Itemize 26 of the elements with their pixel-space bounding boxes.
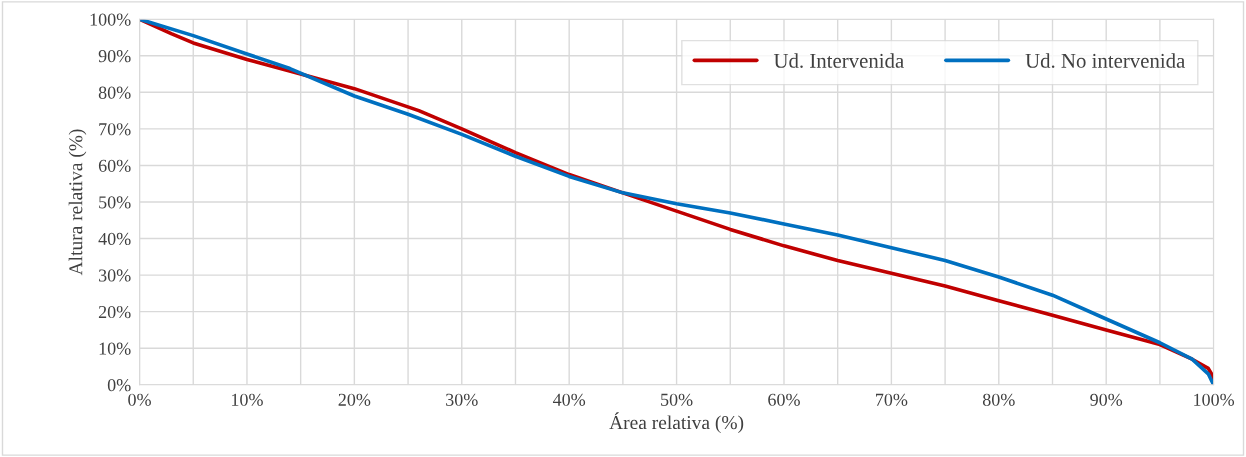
y-tick-label: 40% (98, 232, 131, 246)
y-tick-label: 80% (98, 86, 131, 99)
x-axis-title: Área relativa (%) (609, 412, 744, 434)
y-tick-label: 10% (99, 342, 131, 355)
x-tick-label: 90% (1090, 393, 1123, 406)
x-tick-label: 0% (128, 393, 151, 406)
y-tick-label: 20% (98, 305, 131, 319)
y-tick-label: 60% (98, 159, 131, 172)
x-tick-label: 60% (768, 393, 800, 406)
y-tick-label: 0% (107, 379, 131, 392)
x-tick-label: 10% (232, 393, 263, 406)
legend-label: Ud. Intervenida (773, 53, 904, 68)
x-tick-label: 80% (982, 393, 1015, 406)
y-tick-label: 50% (99, 196, 131, 209)
y-tick-label: 70% (99, 123, 131, 136)
legend-label: Ud. No intervenida (1025, 53, 1186, 68)
x-tick-label: 50% (661, 393, 693, 406)
y-tick-label: 100% (90, 13, 131, 26)
y-axis-title: Altura relativa (%) (68, 129, 87, 276)
x-tick-label: 30% (446, 393, 478, 406)
y-tick-label: 90% (98, 50, 131, 63)
y-tick-label: 30% (98, 269, 131, 282)
x-tick-label: 20% (338, 393, 371, 406)
x-tick-label: 40% (552, 393, 586, 406)
x-tick-label: 70% (876, 393, 908, 406)
x-tick-label: 100% (1194, 393, 1235, 406)
